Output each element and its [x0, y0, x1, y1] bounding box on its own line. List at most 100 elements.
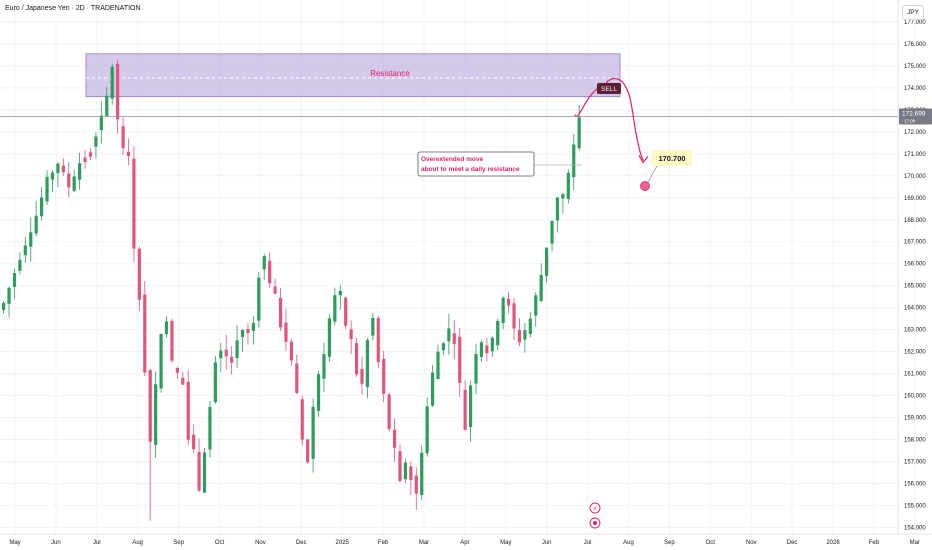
candle [110, 63, 114, 105]
time-tick-label: Nov [255, 540, 266, 546]
candle-body [490, 337, 494, 352]
candle [316, 370, 321, 417]
candle-body [344, 297, 348, 326]
candle-body [88, 152, 93, 157]
price-tick-label: 171.000 [904, 152, 926, 158]
time-axis[interactable]: May Jun Jul Aug Sep Oct Nov Dec 2025 Feb Mar Apr May… [0, 533, 932, 546]
candle [463, 380, 467, 431]
candle-body [387, 394, 391, 430]
candle-body [403, 462, 408, 480]
candle-body [322, 354, 326, 379]
resistance-label: Resistance [370, 69, 410, 78]
candle [262, 253, 266, 280]
candle [550, 220, 554, 252]
candle-body [528, 318, 532, 334]
price-tick-label: 160.000 [904, 394, 926, 400]
price-tick-label: 161.000 [904, 372, 926, 378]
candle-body [12, 273, 17, 287]
candle-body [213, 362, 217, 403]
candle [251, 316, 255, 345]
candle [545, 247, 549, 283]
candle [224, 334, 228, 370]
candle [295, 354, 299, 395]
candle [528, 312, 532, 338]
candle-body [181, 377, 185, 385]
candle [468, 380, 473, 442]
target-icon [640, 181, 650, 191]
candle-body [50, 172, 55, 180]
candle [447, 313, 451, 355]
time-tick-label: Jun [51, 540, 61, 546]
candle-body [506, 298, 511, 306]
candle-body [349, 329, 353, 340]
candle-body [295, 363, 299, 393]
price-tick-label: 170.000 [904, 174, 926, 180]
candle-body [61, 165, 65, 173]
candle-body [72, 176, 76, 191]
price-tick-label: 175.000 [904, 64, 926, 70]
candle [474, 343, 478, 395]
candle-body [382, 359, 386, 394]
candle-body [354, 343, 359, 375]
note-line-1: Overextended move [421, 156, 484, 163]
chart-title: Euro / Japanese Yen · 2D · TRADENATION [5, 5, 141, 12]
candle [512, 297, 516, 340]
candle [349, 320, 353, 354]
candle-body [316, 374, 321, 411]
candle-body [121, 126, 125, 149]
candle-body [67, 173, 71, 188]
candle-body [496, 320, 500, 346]
price-axis[interactable]: 177.000176.000175.000174.000173.000172.0… [897, 0, 926, 534]
time-tick-label: Apr [460, 540, 469, 546]
candle-body [577, 117, 581, 149]
target-label: 170.700 [658, 154, 685, 163]
candle [12, 268, 17, 299]
candle-body [365, 340, 370, 388]
candle [2, 301, 6, 314]
candle [56, 162, 60, 188]
lightning-glyph: ⚡ [593, 505, 598, 513]
candle [566, 169, 570, 204]
candle-body [208, 406, 212, 450]
candle-body [83, 157, 87, 163]
time-tick-label: Jul [93, 540, 101, 546]
candle [273, 278, 277, 295]
event-markers[interactable]: ⚡ [589, 502, 601, 529]
candle [88, 148, 93, 161]
price-tick-label: 155.000 [904, 503, 926, 509]
candle [371, 312, 375, 341]
candle [72, 169, 76, 193]
candle [496, 318, 500, 351]
candle-body [300, 399, 304, 440]
candle [523, 322, 527, 353]
last-price-value: 172.699 [902, 110, 926, 117]
candle-body [333, 295, 337, 322]
candle-body [447, 328, 451, 342]
price-tick-label: 156.000 [904, 481, 926, 487]
candle-body [376, 318, 380, 363]
candle-body [34, 215, 38, 234]
candle [555, 197, 560, 233]
time-tick-label: 2026 [826, 540, 840, 546]
lightning-icon[interactable] [589, 502, 601, 514]
candle-body [284, 322, 288, 342]
candle [376, 316, 380, 369]
price-tick-label: 165.000 [904, 284, 926, 290]
note-box [417, 151, 535, 177]
candle [458, 328, 462, 397]
price-tick-label: 169.000 [904, 196, 926, 202]
candle [164, 316, 169, 338]
currency-button[interactable]: JPY [902, 5, 924, 20]
candle-body [18, 259, 22, 271]
candle [50, 170, 55, 192]
candle [78, 152, 82, 190]
time-tick-label: Oct [215, 540, 225, 546]
resistance-zone [85, 53, 621, 98]
time-tick-label: Oct [706, 540, 716, 546]
candle-body [164, 321, 169, 335]
candle-body [192, 434, 196, 450]
candle-body [40, 197, 44, 217]
candle-body [235, 340, 239, 359]
price-tick-label: 166.000 [904, 262, 926, 268]
